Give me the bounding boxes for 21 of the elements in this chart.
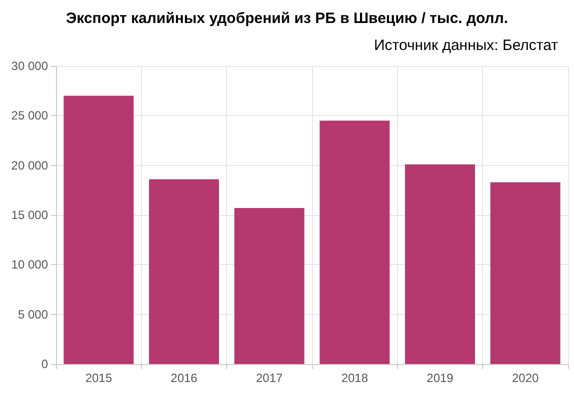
y-tick-label: 5 000: [18, 307, 48, 322]
bar: [149, 179, 219, 364]
y-tick-label: 0: [41, 357, 48, 371]
chart-title: Экспорт калийных удобрений из РБ в Швецию / тыс. долл.: [66, 10, 508, 27]
y-tick-label: 30 000: [11, 59, 48, 73]
bar: [64, 96, 134, 364]
y-tick-label: 15 000: [11, 208, 48, 222]
x-tick-label: 2020: [512, 371, 540, 385]
x-tick-label: 2015: [85, 371, 112, 385]
y-tick-label: 10 000: [11, 258, 48, 272]
x-tick-label: 2019: [426, 371, 454, 385]
y-tick-label: 25 000: [11, 108, 48, 123]
text: Источник данных: Белстат: [374, 37, 558, 54]
bar: [405, 164, 475, 364]
x-tick-label: 2017: [256, 371, 284, 385]
y-tick-label: 20 000: [11, 158, 48, 172]
bar: [490, 182, 560, 364]
bar: [320, 120, 390, 364]
x-tick-label: 2018: [341, 371, 368, 385]
bar: [234, 208, 304, 364]
x-tick-label: 2016: [170, 371, 198, 385]
